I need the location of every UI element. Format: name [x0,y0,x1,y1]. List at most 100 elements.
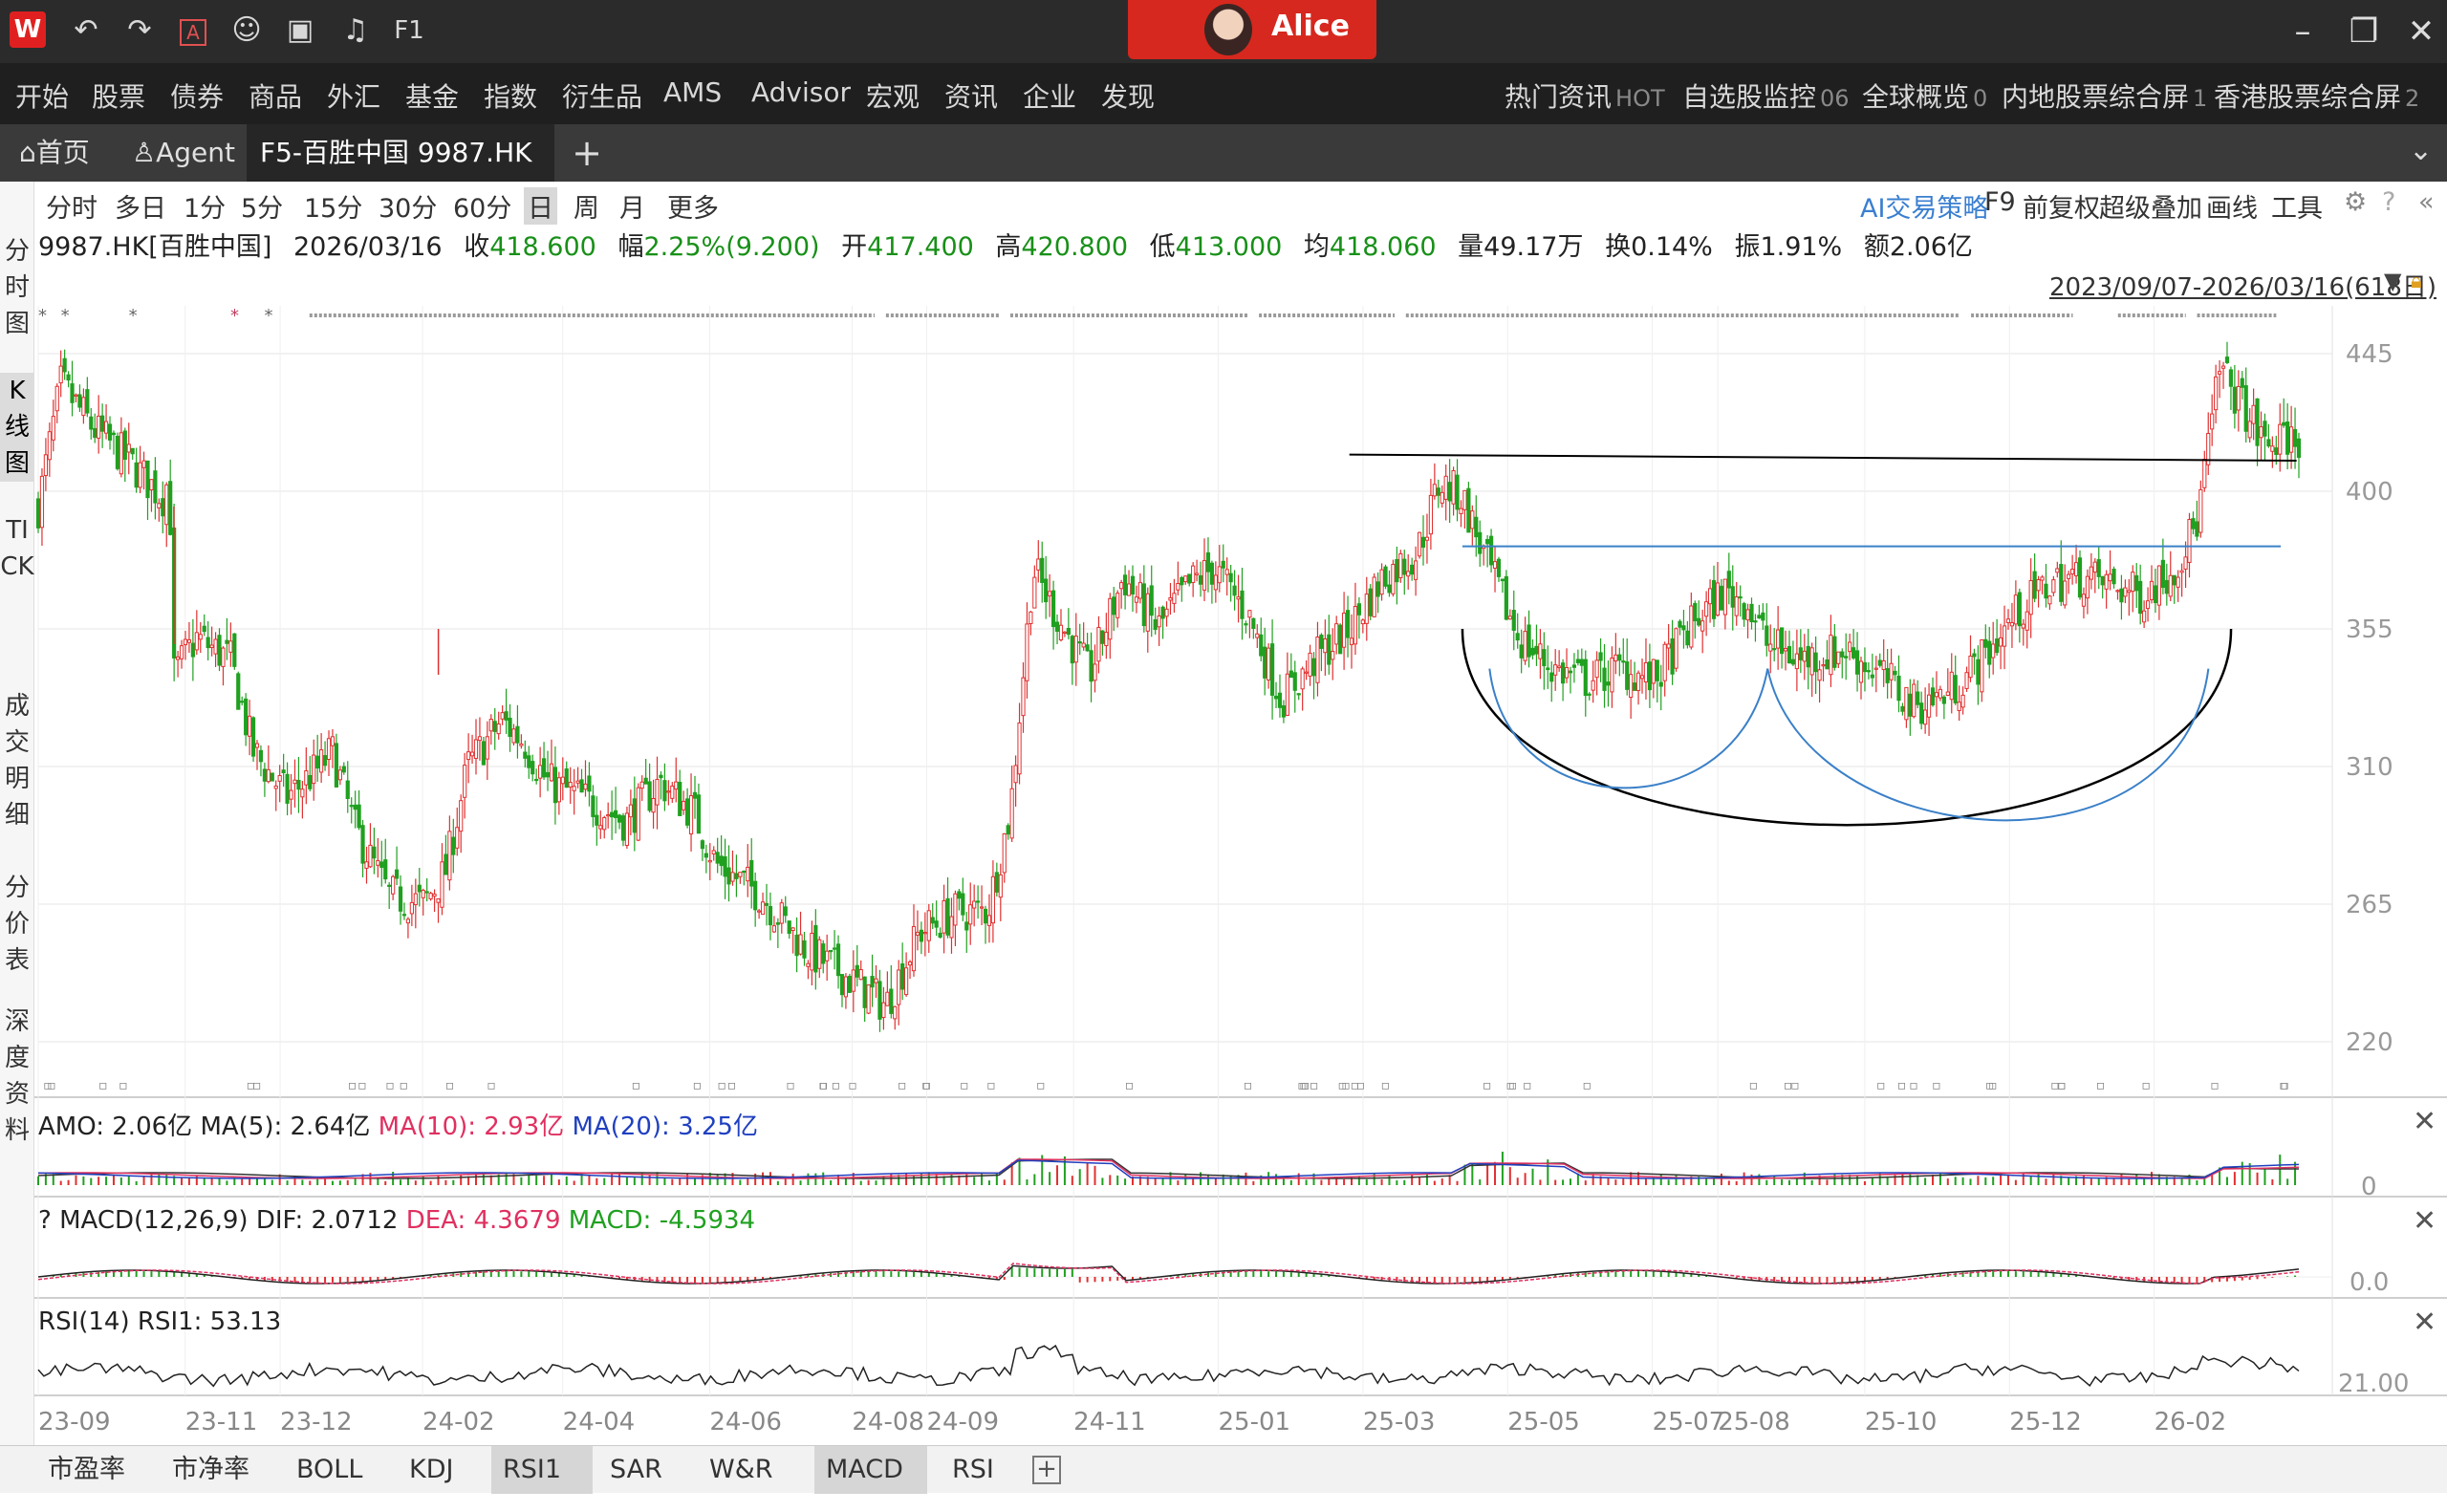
date-range-selector[interactable]: 2023/09/07-2026/03/16(618日) [2049,273,2437,302]
candle-body [270,772,274,782]
help-icon[interactable]: ? [2382,187,2396,217]
menu-start[interactable]: 开始 [15,81,70,113]
period-60min[interactable]: 60分 [453,194,512,224]
ind-tab-sar[interactable]: SAR [610,1455,662,1484]
tab-stock-yum-china[interactable]: F5-百胜中国 9987.HK [247,124,554,182]
kline-chart[interactable]: * * * * *▫ ▫▫▫ ▫▫▫ ▫▫ ▫▫▫ ▫▫ ▫▫ ▫▫▫▫ ▫▫▫ ▫▫ ▫ ▫▫ ▫ ▫▫▫▫ ▫▫… [0,0,2447,1445]
minimize-icon[interactable]: – [2294,12,2311,51]
candle-body [2191,518,2196,529]
chat-icon[interactable]: ☺ [231,13,262,47]
forward-adjust-button[interactable]: 前复权 [2023,194,2100,224]
candle-body [103,421,109,434]
ind-tab-wr[interactable]: W&R [709,1455,773,1484]
chevron-down-icon[interactable]: ⌄ [2409,134,2434,167]
period-more[interactable]: 更多 [667,194,719,224]
period-1min[interactable]: 1分 [184,194,227,224]
gear-icon[interactable]: ⚙ [2344,187,2368,217]
lock-icon[interactable]: 🔒︎ [2411,270,2422,293]
close-icon[interactable]: ✕ [2407,12,2436,51]
nav-kline[interactable]: K线图 [0,373,34,482]
close-rsi-panel-icon[interactable]: ✕ [2413,1306,2437,1339]
tab-home[interactable]: ⌂首页 [19,137,90,168]
ind-tab-pe[interactable]: 市盈率 [48,1455,125,1484]
nav-tick[interactable]: TICK [0,516,34,581]
stock-change: 幅2.25%(9.200) [617,232,820,262]
close-macd-panel-icon[interactable]: ✕ [2413,1204,2437,1238]
menu-advisor[interactable]: Advisor [751,76,852,108]
candle-body [1277,692,1283,708]
f1-icon[interactable]: F1 [394,16,424,45]
candle-body [379,861,384,868]
close-amo-panel-icon[interactable]: ✕ [2413,1105,2437,1138]
period-month[interactable]: 月 [619,194,645,224]
add-indicator-icon[interactable]: + [1032,1456,1061,1484]
nav-time-sharing[interactable]: 分时图 [4,237,30,338]
menu-commodities[interactable]: 商品 [249,81,303,113]
add-tab-button[interactable]: + [572,132,602,174]
menu-funds[interactable]: 基金 [405,81,460,113]
candle [232,633,237,670]
ind-tab-macd[interactable]: MACD [814,1446,927,1494]
restore-icon[interactable]: ❐ [2349,12,2379,51]
menu-forex[interactable]: 外汇 [327,81,381,113]
menu-index[interactable]: 指数 [484,81,538,113]
macd-help[interactable]: ? [38,1206,52,1235]
menu-mainland-screen[interactable]: 内地股票综合屏 1 [2002,76,2207,115]
menu-stocks[interactable]: 股票 [92,81,146,113]
menu-news[interactable]: 资讯 [944,81,999,113]
candle-body [1885,668,1890,683]
menu-discover[interactable]: 发现 [1101,81,1156,113]
nav-depth-data[interactable]: 深度资料 [4,1007,30,1145]
menu-enterprise[interactable]: 企业 [1023,81,1077,113]
candle-body [2108,573,2112,582]
candle [1240,567,1245,640]
period-intraday[interactable]: 分时 [46,194,97,224]
screen-icon[interactable]: ▣ [286,13,314,47]
tab-agent[interactable]: ♙Agent [132,137,235,168]
tools-button[interactable]: 工具 [2271,194,2323,224]
period-week[interactable]: 周 [574,194,599,224]
ind-tab-rsi1[interactable]: RSI1 [491,1446,593,1494]
nav-price-table[interactable]: 分价表 [4,874,30,975]
candle-body [1557,665,1562,669]
menu-derivatives[interactable]: 衍生品 [562,81,643,113]
dropdown-triangle-icon[interactable]: ▼ [2384,268,2402,294]
candle [1877,653,1882,668]
menu-ams[interactable]: AMS [663,76,723,108]
period-day[interactable]: 日 [524,187,557,225]
ind-tab-kdj[interactable]: KDJ [409,1455,454,1484]
candle [1896,655,1901,713]
period-30min[interactable]: 30分 [379,194,438,224]
menu-hk-screen[interactable]: 香港股票综合屏 2 [2214,76,2419,115]
user-badge[interactable]: Alice [1128,0,1376,59]
redo-icon[interactable]: ↷ [127,13,152,47]
ind-tab-rsi[interactable]: RSI [952,1455,994,1484]
candle [775,918,780,948]
ai-strategy-button[interactable]: AI交易策略 [1860,194,1989,224]
menu-watchlist-monitor[interactable]: 自选股监控 06 [1682,76,1850,115]
ind-tab-boll[interactable]: BOLL [296,1455,363,1484]
menu-macro[interactable]: 宏观 [866,81,920,113]
menu-hot-news[interactable]: 热门资讯 HOT [1505,76,1665,115]
date-tick-label: 24-09 [926,1408,999,1436]
period-5min[interactable]: 5分 [241,194,284,224]
candle [1036,540,1041,583]
a-box-icon[interactable]: A [172,10,214,52]
period-15min[interactable]: 15分 [304,194,363,224]
period-multi-day[interactable]: 多日 [115,194,166,224]
candle-body [1443,475,1448,500]
ind-tab-pb[interactable]: 市净率 [172,1455,249,1484]
candle-body [2210,413,2215,430]
f9-button[interactable]: F9 [1984,187,2016,217]
nav-trade-detail[interactable]: 成交明细 [4,692,30,830]
candle [757,908,762,919]
bell-icon[interactable]: ♫ [342,13,369,47]
candle [1202,538,1207,601]
undo-icon[interactable]: ↶ [74,13,98,47]
collapse-panel-icon[interactable]: « [2418,187,2435,217]
menu-bonds[interactable]: 债券 [170,81,225,113]
candle-body [1492,561,1498,569]
menu-global-overview[interactable]: 全球概览 0 [1862,76,1987,115]
super-overlay-button[interactable]: 超级叠加 [2099,194,2202,224]
draw-line-button[interactable]: 画线 [2206,194,2258,224]
